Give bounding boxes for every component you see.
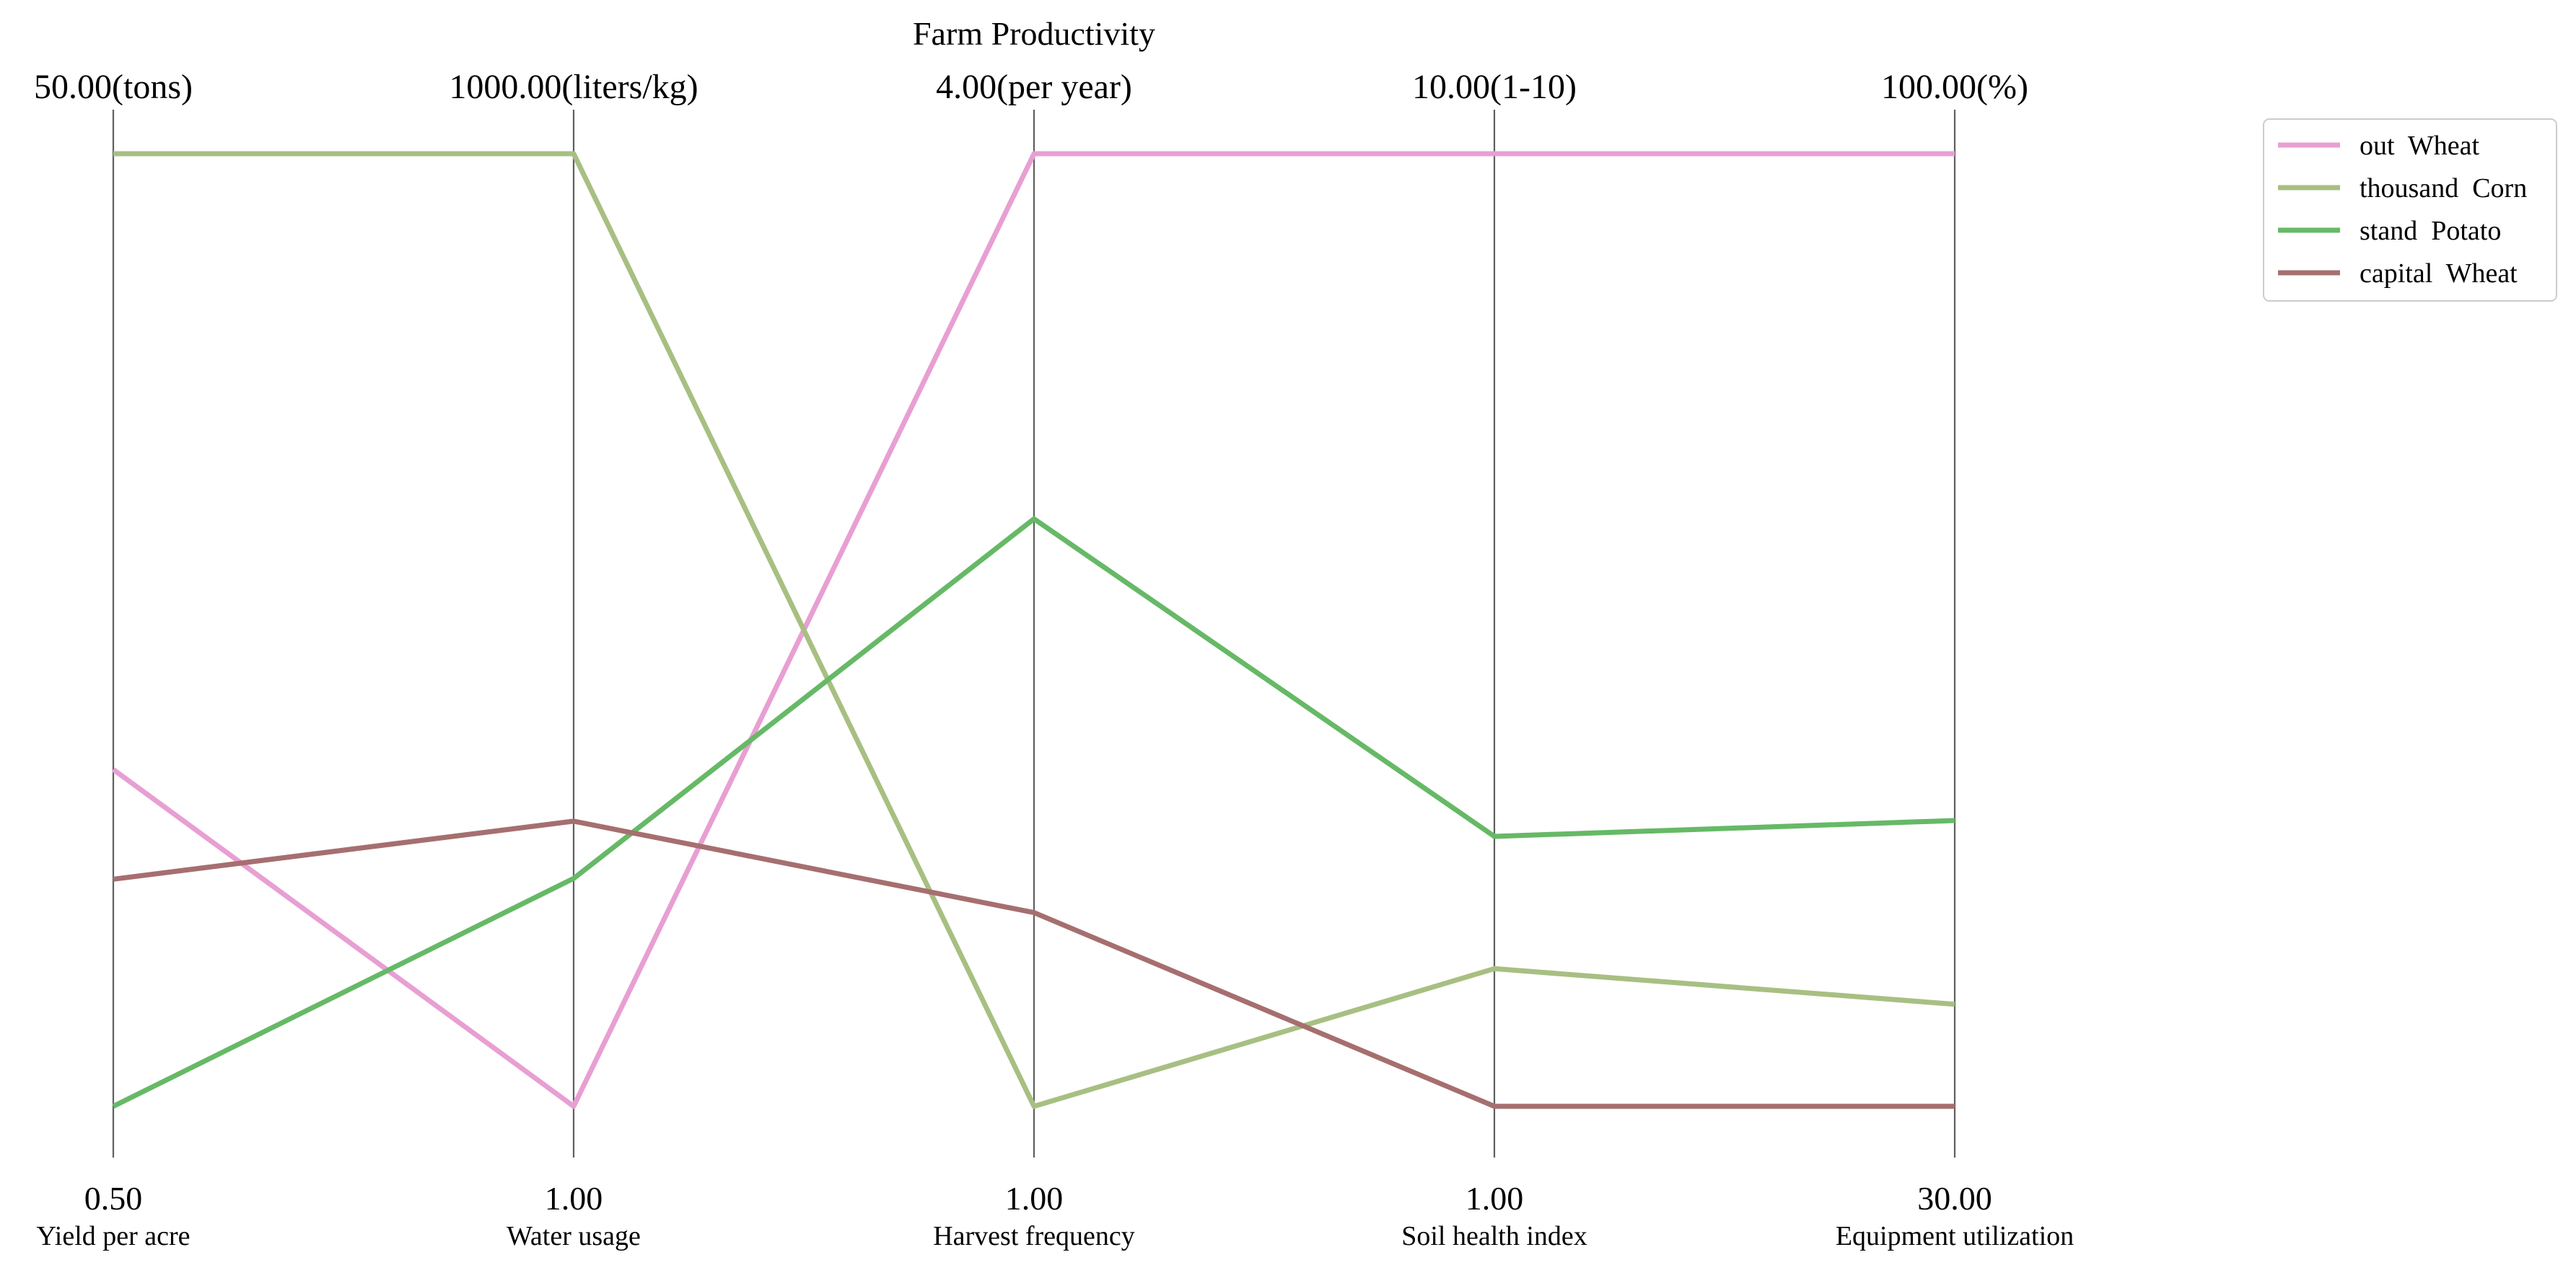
legend-label-out-wheat: out Wheat — [2360, 131, 2479, 161]
chart-title: Farm Productivity — [913, 15, 1155, 52]
axis-title-yield-per-acre: Yield per acre — [36, 1221, 190, 1251]
legend-label-thousand-corn: thousand Corn — [2360, 173, 2527, 204]
axis-min-label-yield-per-acre: 0.50 — [84, 1180, 143, 1217]
axis-min-label-soil-health-index: 1.00 — [1466, 1180, 1524, 1217]
series-line-stand-potato — [112, 516, 1955, 1109]
axis-max-label-equipment-utilization: 100.00(%) — [1881, 68, 2028, 106]
axis-title-water-usage: Water usage — [507, 1221, 641, 1251]
series-layer — [111, 151, 1955, 1109]
legend-box — [2263, 118, 2557, 302]
legend-label-capital-wheat: capital Wheat — [2360, 258, 2518, 289]
axis-title-harvest-frequency: Harvest frequency — [933, 1221, 1135, 1251]
axis-min-label-harvest-frequency: 1.00 — [1005, 1180, 1064, 1217]
series-line-out-wheat — [111, 151, 1955, 1109]
axis-min-label-water-usage: 1.00 — [545, 1180, 603, 1217]
axis-max-label-soil-health-index: 10.00(1-10) — [1412, 68, 1577, 106]
axis-max-label-yield-per-acre: 50.00(tons) — [34, 68, 193, 106]
axis-min-label-equipment-utilization: 30.00 — [1917, 1180, 1992, 1217]
legend-label-stand-potato: stand Potato — [2360, 216, 2501, 246]
legend: out Wheat thousand Corn stand Potato capita… — [2263, 118, 2557, 302]
axis-title-equipment-utilization: Equipment utilization — [1836, 1221, 2074, 1251]
series-line-thousand-corn — [113, 151, 1955, 1109]
axes-layer: 50.00(tons) 0.50 Yield per acre 1000.00(lit… — [34, 68, 2074, 1251]
axis-max-label-water-usage: 1000.00(liters/kg) — [449, 68, 698, 106]
axis-title-soil-health-index: Soil health index — [1401, 1221, 1587, 1251]
axis-max-label-harvest-frequency: 4.00(per year) — [936, 68, 1132, 106]
series-line-capital-wheat — [113, 818, 1955, 1109]
